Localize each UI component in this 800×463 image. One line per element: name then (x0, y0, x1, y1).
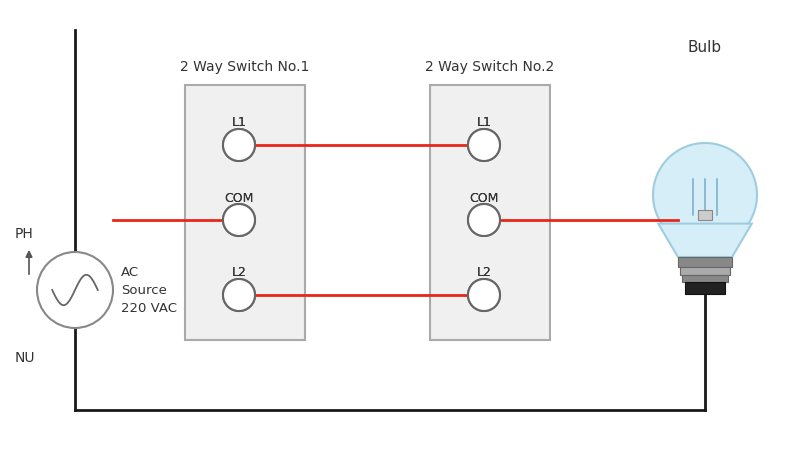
Text: COM: COM (224, 192, 254, 205)
Circle shape (223, 204, 255, 236)
Bar (678, 257, 732, 267)
Text: L2: L2 (477, 267, 491, 280)
Text: NU: NU (15, 351, 35, 365)
Circle shape (223, 279, 255, 311)
Circle shape (223, 279, 255, 311)
Circle shape (37, 252, 113, 328)
Text: L2: L2 (477, 267, 491, 280)
Circle shape (468, 279, 500, 311)
Circle shape (468, 279, 500, 311)
Text: PH: PH (15, 227, 34, 241)
Text: 2 Way Switch No.2: 2 Way Switch No.2 (426, 60, 554, 74)
Circle shape (468, 129, 500, 161)
Circle shape (468, 204, 500, 236)
Bar (698, 210, 712, 220)
Bar (648, 224, 762, 275)
Circle shape (223, 204, 255, 236)
Text: COM: COM (470, 192, 498, 205)
Text: 2 Way Switch No.1: 2 Way Switch No.1 (180, 60, 310, 74)
Polygon shape (658, 224, 752, 257)
Circle shape (468, 129, 500, 161)
Text: L1: L1 (477, 117, 491, 130)
Text: L1: L1 (477, 117, 491, 130)
Text: Bulb: Bulb (688, 40, 722, 56)
Text: L2: L2 (231, 267, 246, 280)
Text: COM: COM (224, 192, 254, 205)
Text: L1: L1 (231, 117, 246, 130)
Text: L2: L2 (231, 267, 246, 280)
Text: COM: COM (470, 192, 498, 205)
Circle shape (223, 129, 255, 161)
Bar (185, 85, 305, 340)
Bar (682, 275, 728, 282)
Circle shape (653, 143, 757, 247)
Circle shape (468, 204, 500, 236)
Text: L1: L1 (231, 117, 246, 130)
Text: AC
Source
220 VAC: AC Source 220 VAC (121, 265, 177, 314)
Circle shape (223, 129, 255, 161)
Bar (686, 282, 725, 294)
Bar (430, 85, 550, 340)
Bar (680, 267, 730, 275)
